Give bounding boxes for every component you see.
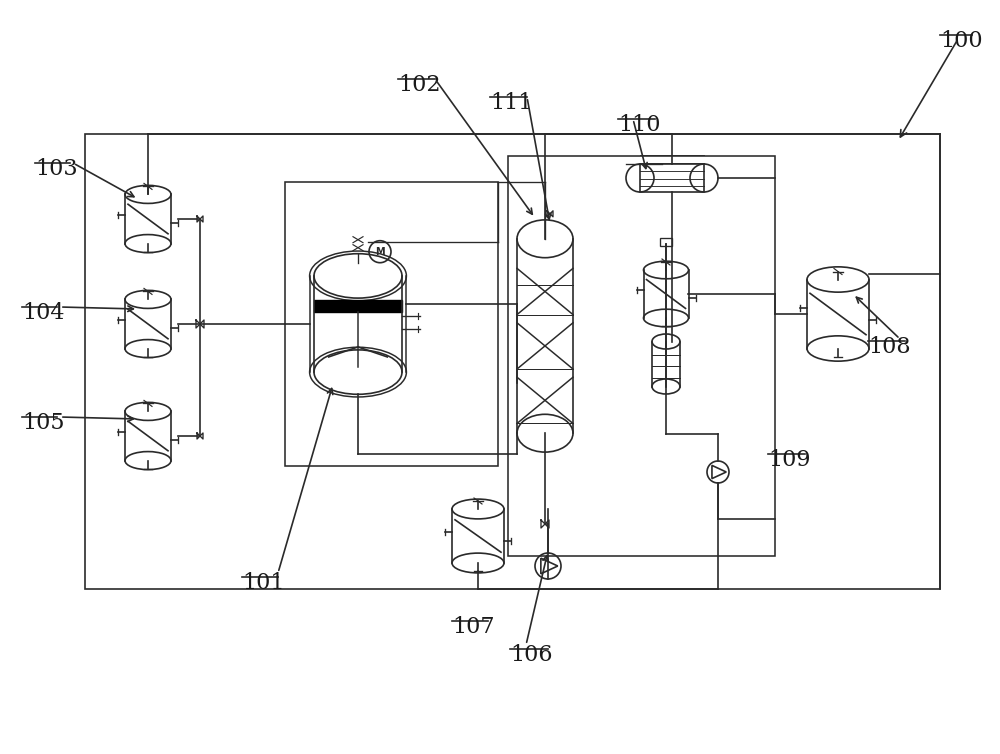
Text: 102: 102 (398, 74, 440, 96)
Text: 107: 107 (452, 616, 494, 638)
Bar (85, 134, 940, 589)
Text: 103: 103 (35, 158, 78, 180)
Text: 108: 108 (868, 336, 911, 358)
Text: M: M (375, 247, 385, 256)
Text: 100: 100 (940, 30, 983, 52)
Text: 104: 104 (22, 302, 64, 324)
Text: 111: 111 (490, 92, 532, 114)
Bar (640, 164, 704, 192)
Text: 109: 109 (768, 449, 810, 471)
Bar (314, 300, 402, 312)
Text: 110: 110 (618, 114, 660, 136)
Bar (660, 238, 672, 246)
Bar (285, 182, 498, 466)
Bar (508, 156, 775, 556)
Text: 101: 101 (242, 572, 285, 594)
Text: 105: 105 (22, 412, 64, 434)
Text: 106: 106 (510, 644, 552, 666)
